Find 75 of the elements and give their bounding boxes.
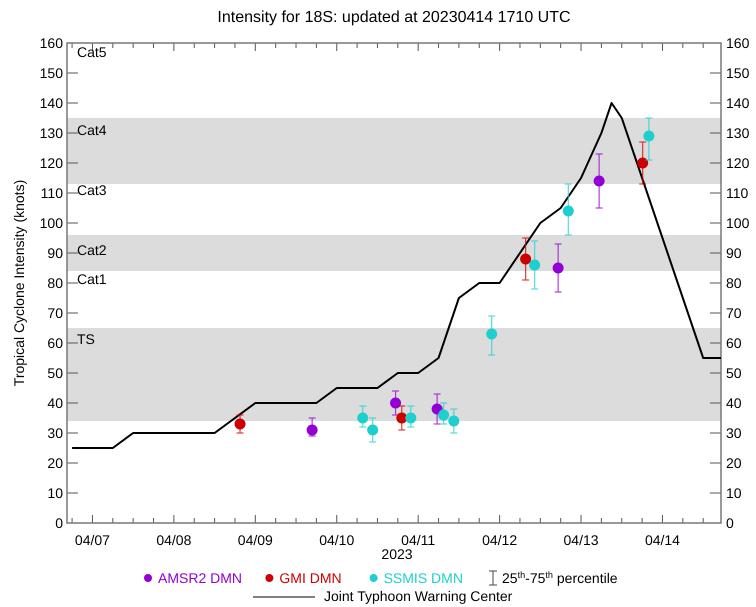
annotation: Cat4 [77,122,107,138]
point [357,412,368,424]
point [234,418,246,430]
point [637,158,648,168]
y-tick-label: 60 [47,334,64,351]
point [643,130,654,142]
x-tick-label: 04/11 [401,532,436,548]
y-tick-label: 20 [47,454,64,471]
y2-tick-label: 120 [726,154,750,171]
y-tick-label: 10 [47,484,64,501]
y2-tick-label: 20 [726,454,742,471]
x-tick-label: 04/13 [564,532,599,548]
annotation: Cat2 [77,242,107,258]
point [432,404,443,414]
point [529,260,540,270]
y-tick-label: 110 [40,184,64,201]
y2-tick-label: 150 [726,64,750,81]
y-tick-label: 50 [47,364,64,381]
y2-tick-label: 130 [726,124,750,141]
y-tick-label: 150 [40,64,64,81]
point [520,254,532,264]
y-tick-label: 80 [47,274,64,291]
y-tick-label: 120 [40,154,64,171]
y-tick-label: 130 [40,124,64,141]
y-tick-label: 160 [40,34,64,51]
x-tick-label: 04/10 [319,532,354,548]
line-series [71,102,722,449]
y2-tick-label: 10 [726,484,742,501]
y2-tick-label: 90 [726,244,742,261]
point [486,328,498,340]
annotation: Cat5 [77,44,107,60]
text: 25$^{th}$-75$^{th}$ percentile [502,570,618,586]
y2-tick-label: 160 [726,34,750,51]
y2-tick-label: 60 [726,334,742,351]
y-tick-label: 100 [40,214,64,231]
chart-title: Intensity for 18S: updated at 20230414 1710 UTC [217,9,571,26]
legend-label: SSMIS DMN [384,570,463,586]
y2-tick-label: 70 [726,304,742,321]
y2-tick-label: 40 [726,394,742,411]
x-tick-label: 04/14 [644,532,680,548]
point [594,176,605,186]
y2-tick-label: 50 [726,364,742,381]
annotation: TS [77,330,95,347]
x-tick-label: 04/09 [238,532,274,548]
legend-label: AMSR2 DMN [158,570,242,586]
y2-tick-label: 80 [726,274,742,291]
y-tick-label: 40 [47,394,64,411]
legend-label: GMI DMN [279,570,342,586]
point [306,424,318,436]
point [390,398,402,408]
point [552,262,564,274]
point [562,206,574,216]
y-tick-label: 30 [47,424,64,441]
x-axis-title: 2023 [381,546,413,562]
point [405,412,416,424]
legend-label: Joint Typhoon Warning Center [324,588,513,604]
point [367,424,378,436]
x-tick-label: 04/08 [156,532,192,548]
y2-tick-label: 100 [726,214,750,231]
y2-tick-label: 110 [726,184,749,201]
y-tick-label: 70 [47,304,64,321]
y2-tick-label: 140 [726,94,750,111]
annotation: Cat3 [77,182,107,198]
point [438,410,450,420]
point [448,416,460,426]
y2-tick-label: 30 [726,424,742,441]
y-tick-label: 0 [55,514,64,531]
y2-tick-label: 0 [726,514,734,531]
y-tick-label: 90 [47,244,64,261]
x-tick-label: 04/12 [482,532,518,548]
point [396,412,408,424]
annotation: Cat1 [77,270,107,287]
y-axis-title: Tropical Cyclone Intensity (knots) [11,180,27,386]
y-tick-label: 140 [40,94,64,111]
x-tick-label: 04/07 [74,532,110,548]
